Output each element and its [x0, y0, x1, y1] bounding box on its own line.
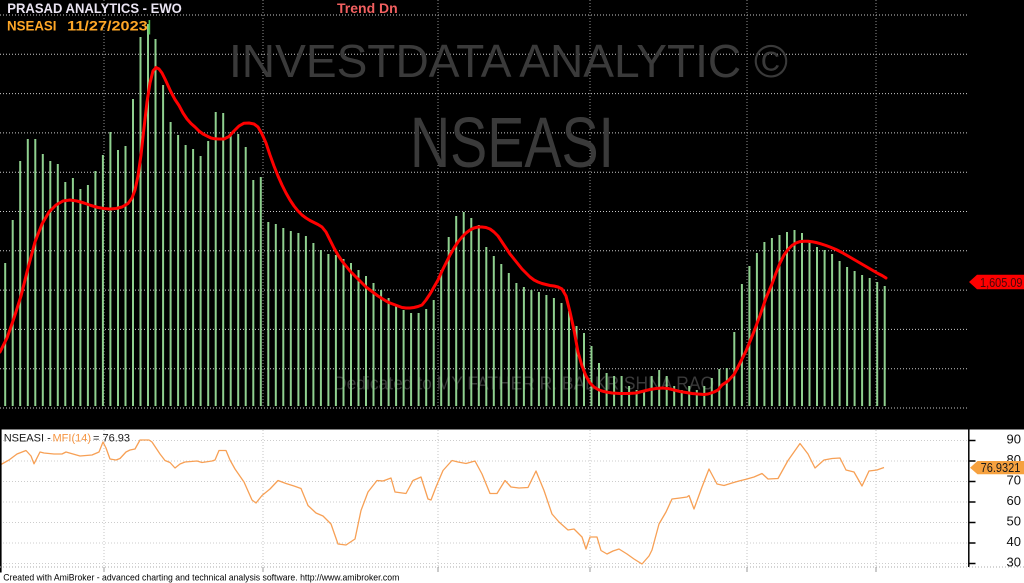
- svg-text:MFI(14): MFI(14): [53, 432, 92, 444]
- svg-text:NSEASI: NSEASI: [410, 104, 614, 183]
- svg-text:Created with AmiBroker - advan: Created with AmiBroker - advanced charti…: [3, 572, 399, 583]
- svg-text:76.9321: 76.9321: [981, 460, 1021, 475]
- svg-text:1,605.09: 1,605.09: [980, 275, 1023, 290]
- svg-text:NSEASI: NSEASI: [7, 19, 57, 34]
- svg-text:= 76.93: = 76.93: [93, 432, 130, 444]
- svg-text:NSEASI -: NSEASI -: [4, 432, 51, 444]
- svg-text:90: 90: [1007, 431, 1021, 446]
- svg-text:11/27/2023: 11/27/2023: [67, 19, 148, 34]
- svg-text:INVESTDATA ANALYTIC ©: INVESTDATA ANALYTIC ©: [229, 35, 788, 87]
- svg-text:50: 50: [1007, 513, 1021, 528]
- svg-text:Trend Dn: Trend Dn: [337, 0, 398, 16]
- svg-text:30: 30: [1007, 554, 1021, 569]
- svg-text:PRASAD ANALYTICS - EWO: PRASAD ANALYTICS - EWO: [7, 0, 182, 16]
- svg-text:70: 70: [1007, 472, 1021, 487]
- svg-text:40: 40: [1007, 534, 1021, 549]
- svg-text:60: 60: [1007, 493, 1021, 508]
